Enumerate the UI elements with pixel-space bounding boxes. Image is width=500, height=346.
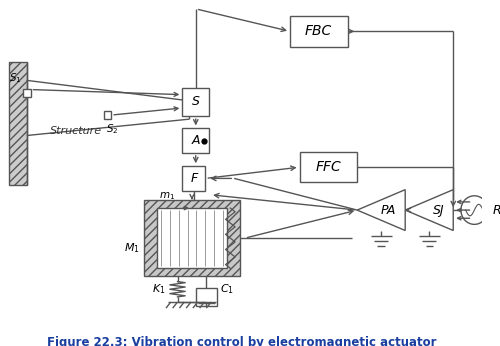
Text: $C_1$: $C_1$ bbox=[220, 282, 234, 296]
Text: $R$: $R$ bbox=[492, 203, 500, 217]
Text: FBC: FBC bbox=[305, 24, 332, 38]
Text: $S_1$: $S_1$ bbox=[9, 71, 22, 85]
Bar bbox=[104, 111, 111, 119]
Bar bbox=[182, 88, 209, 116]
Bar bbox=[290, 16, 348, 47]
Bar bbox=[182, 128, 209, 153]
Bar bbox=[196, 288, 217, 306]
Text: PA: PA bbox=[380, 203, 396, 217]
Bar bbox=[23, 89, 30, 97]
Text: F: F bbox=[190, 172, 198, 185]
Bar bbox=[158, 208, 226, 268]
Bar bbox=[300, 152, 357, 182]
Text: Structure: Structure bbox=[50, 126, 102, 136]
Polygon shape bbox=[357, 190, 405, 230]
Text: $m_1$: $m_1$ bbox=[160, 190, 176, 202]
Text: $S_2$: $S_2$ bbox=[106, 122, 118, 136]
Text: S: S bbox=[192, 95, 200, 108]
Bar bbox=[182, 166, 206, 191]
Text: FFC: FFC bbox=[316, 160, 341, 174]
Text: SJ: SJ bbox=[433, 203, 444, 217]
Text: $M_1$: $M_1$ bbox=[124, 242, 140, 255]
Text: A: A bbox=[192, 134, 200, 147]
Bar bbox=[10, 62, 26, 184]
Text: Figure 22.3: Vibration control by electromagnetic actuator: Figure 22.3: Vibration control by electr… bbox=[47, 336, 436, 346]
Circle shape bbox=[461, 196, 488, 224]
Text: $K_1$: $K_1$ bbox=[152, 282, 166, 296]
Polygon shape bbox=[405, 190, 453, 230]
Bar bbox=[144, 200, 240, 276]
